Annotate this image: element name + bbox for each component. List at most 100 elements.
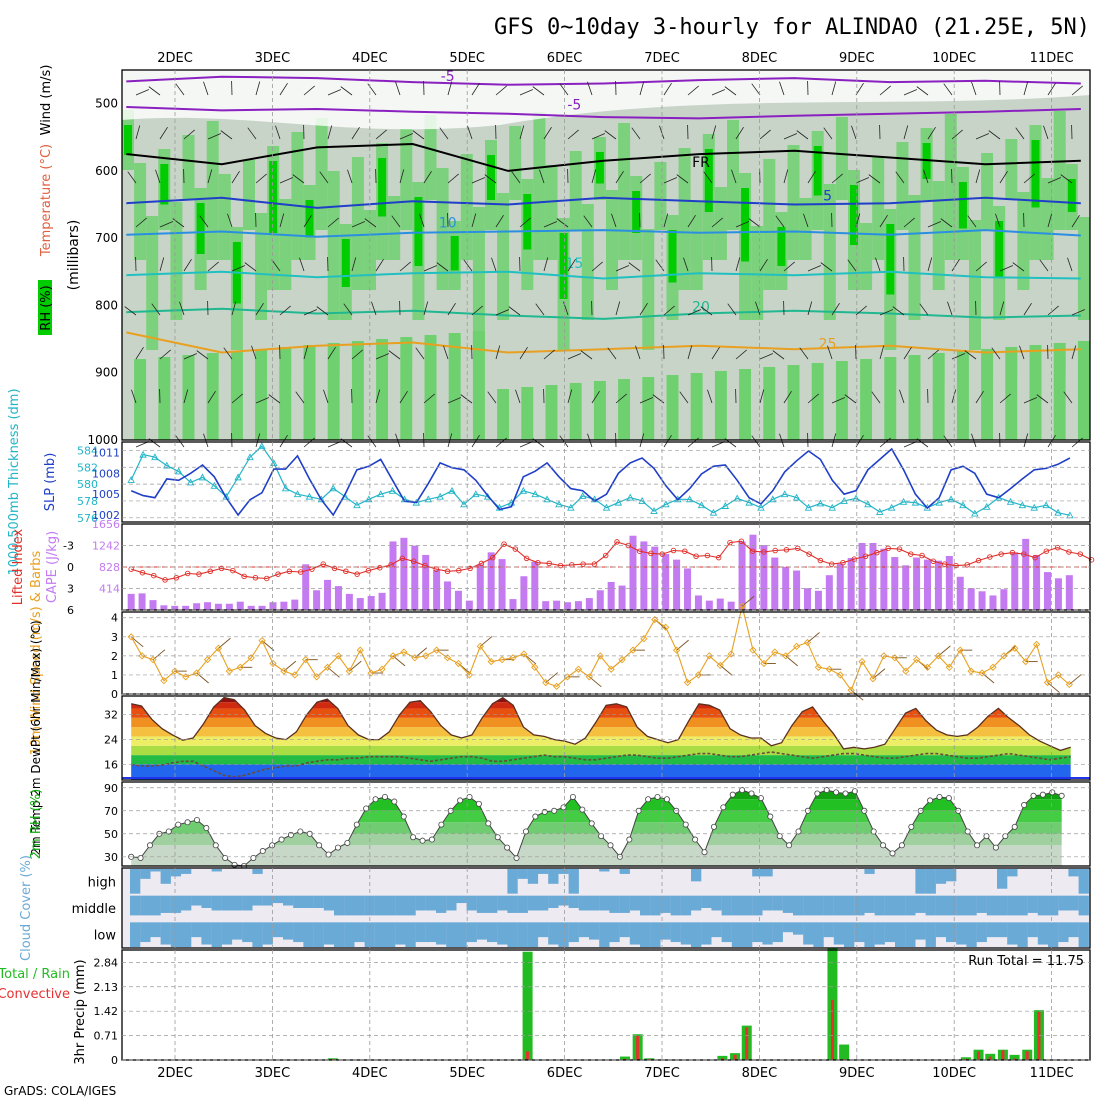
wind-barb [135, 217, 147, 228]
thickness-point [210, 481, 219, 489]
li-point [749, 548, 756, 554]
rh-point [1030, 792, 1037, 799]
wind-barb [375, 259, 384, 272]
wind-barb [515, 389, 521, 404]
footer-credit: GrADS: COLA/IGES [4, 1084, 116, 1098]
rh-cell [218, 174, 231, 260]
wind-barb [772, 350, 785, 360]
li-point [523, 555, 530, 562]
wind-speed-point [269, 659, 277, 668]
wind-barb [927, 257, 933, 272]
wind-speed-point [672, 646, 681, 654]
rh-cell [412, 366, 425, 440]
cloud-bar [803, 895, 814, 916]
li-point [659, 551, 665, 557]
cloud-bar [793, 922, 804, 935]
temp-tick: 32 [104, 709, 118, 722]
wind-barb [351, 127, 360, 140]
cape-bar [1033, 554, 1041, 610]
li-point [501, 541, 507, 547]
contour-label: 5 [823, 189, 832, 205]
temperature-contour [126, 331, 1081, 354]
rh-cell [559, 233, 568, 299]
bottom-day-label: 9DEC [839, 1066, 875, 1081]
wind-speed-point [411, 654, 419, 662]
li-point [975, 557, 982, 564]
rh-cell [315, 374, 328, 440]
cloud-bar [487, 922, 498, 943]
cloud-level-label: middle [72, 902, 116, 917]
wind-barb [327, 89, 342, 96]
cloud-bar [507, 869, 518, 894]
wind-barb [351, 221, 366, 228]
dry-region [122, 70, 1090, 130]
thickness-point [174, 467, 183, 475]
wind-barb [783, 261, 795, 272]
cloud-bar [456, 895, 467, 904]
rh-point [654, 793, 661, 800]
cloud-bar [1017, 922, 1028, 947]
slp-tick: 1005 [92, 488, 120, 501]
rh-point [936, 793, 943, 800]
cape-bar [1065, 575, 1073, 610]
wind-barb [567, 259, 576, 272]
rh-cell [218, 382, 231, 440]
cloud-bar [1078, 922, 1089, 947]
cloud-bar [232, 922, 243, 940]
wind-barb [1047, 83, 1056, 96]
li-point [467, 565, 473, 572]
rh-cell [472, 331, 485, 440]
wind-barb [759, 259, 768, 272]
wind-barb [207, 261, 219, 272]
cloud-bar [1068, 869, 1079, 877]
rh-cell [341, 239, 350, 287]
wind-barb [711, 89, 726, 96]
cloud-bar [170, 895, 182, 913]
rh-point [193, 816, 200, 823]
wind-barb [159, 349, 171, 360]
rh-cell [436, 168, 449, 290]
rh-point [870, 828, 877, 835]
rh-point [231, 861, 238, 868]
li-point [557, 562, 564, 569]
li-point [987, 554, 993, 560]
cloud-bar [680, 895, 692, 916]
rh-cell [378, 158, 387, 217]
cape-bar [782, 566, 790, 610]
cloud-bar [548, 922, 559, 945]
cloud-bar [864, 869, 875, 874]
cloud-bar [334, 895, 345, 916]
wind-speed-point [978, 669, 986, 677]
cape-bar [607, 581, 615, 610]
cloud-bar [1058, 922, 1069, 943]
cloud-bar [385, 895, 396, 916]
cloud-bar [1078, 869, 1089, 894]
wind-barb [615, 301, 621, 316]
cloud-bar [752, 895, 763, 916]
cloud-bar [762, 895, 773, 911]
slp-tick: 1002 [92, 509, 120, 522]
pressure-axis-label: (millibars) [66, 220, 82, 291]
cloud-bar [589, 922, 600, 940]
cape-bar [771, 557, 779, 610]
wind-speed-point [749, 646, 757, 654]
cloud-bar [456, 922, 467, 947]
rh-point [692, 836, 699, 843]
wind-barb [255, 81, 261, 96]
wind-speed-point [258, 636, 266, 645]
wind-barb [635, 345, 641, 360]
cape-bar [934, 560, 942, 610]
rh-cell [521, 387, 534, 440]
li-point [433, 566, 439, 572]
wind-barb [124, 306, 137, 316]
wind-speed-point [585, 673, 593, 681]
cloud-bar [313, 895, 324, 908]
cloud-bar [313, 922, 324, 947]
wind-speed-point [934, 652, 943, 660]
rh-cell [739, 369, 752, 440]
cloud-bar [334, 922, 345, 947]
thickness-point [650, 507, 658, 515]
wind-barb [639, 303, 648, 316]
thickness-tick: 580 [77, 478, 98, 491]
cloud-bar [487, 895, 498, 913]
